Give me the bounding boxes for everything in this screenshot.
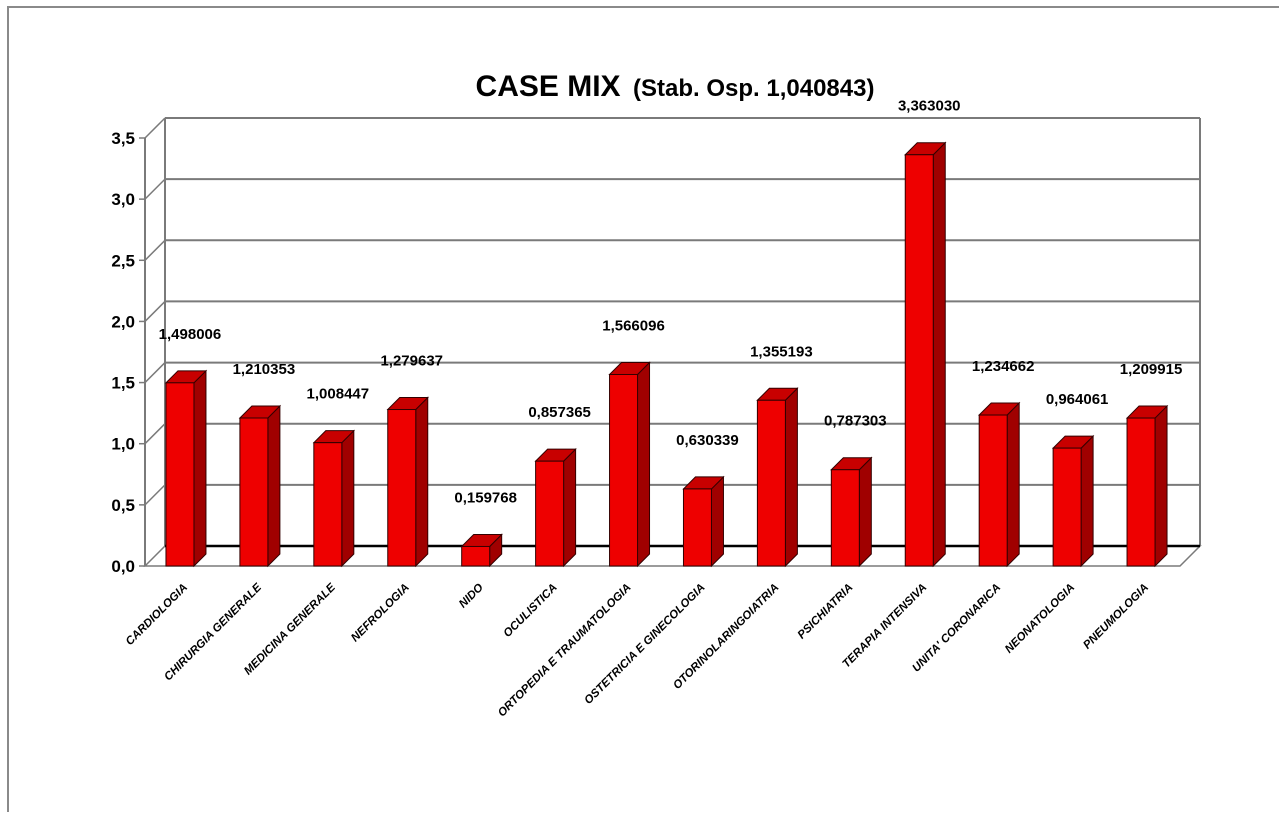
bar-front <box>756 399 786 567</box>
data-label: 1,008447 <box>307 386 370 403</box>
data-label: 1,355193 <box>750 343 813 360</box>
x-tick-label: ORTOPEDIA E TRAUMATOLOGIA <box>496 582 634 720</box>
data-label: 0,857365 <box>528 404 591 421</box>
bars <box>164 141 1169 568</box>
bar-front <box>904 154 934 567</box>
bar-side <box>415 396 429 568</box>
data-label: 1,566096 <box>602 317 665 334</box>
bar <box>830 456 873 568</box>
gridline-side <box>144 484 166 506</box>
x-tick-label: TERAPIA INTENSIVA <box>840 582 929 671</box>
bar-front <box>535 460 565 567</box>
bar-side <box>1080 434 1094 568</box>
y-tick-label: 0,0 <box>111 557 135 576</box>
y-tick-label: 3,0 <box>111 190 135 209</box>
bar <box>756 387 799 568</box>
bar-side <box>858 456 872 568</box>
y-tick-label: 2,0 <box>111 312 135 331</box>
bar-side <box>932 141 946 568</box>
bar-side <box>637 361 651 568</box>
bar-side <box>1006 401 1020 568</box>
bar-front <box>239 417 269 567</box>
data-label: 3,363030 <box>898 98 961 115</box>
data-labels: 1,498006 1,210353 1,008447 1,279637 0,159768… <box>159 98 1183 507</box>
bar-front <box>682 488 712 567</box>
gridline-side <box>144 300 166 322</box>
bar-front <box>978 414 1008 567</box>
bar-side <box>563 447 577 568</box>
bar <box>608 361 651 568</box>
bar <box>904 141 947 568</box>
bar <box>534 447 577 568</box>
gridline-side <box>144 362 166 384</box>
x-tick-label: NEONATOLOGIA <box>1003 582 1077 656</box>
bar-front <box>830 469 860 567</box>
bar <box>164 369 208 568</box>
gridline-side <box>144 117 166 139</box>
grid-lines <box>144 117 1200 506</box>
bar <box>312 429 356 568</box>
y-tick-label: 1,5 <box>111 374 135 393</box>
bar <box>460 533 503 568</box>
y-tick-label: 0,5 <box>111 496 135 515</box>
x-tick-label: OSTETRICIA E GINECOLOGIA <box>582 582 707 707</box>
bar-front <box>609 373 639 567</box>
x-tick-label: NEFROLOGIA <box>349 582 412 645</box>
bar <box>1051 434 1095 568</box>
y-tick-label: 2,5 <box>111 251 135 270</box>
data-label: 0,787303 <box>824 413 887 430</box>
y-axis-ticks: 0,0 0,5 1,0 1,5 2,0 2,5 3,0 3,5 <box>111 129 135 576</box>
bar-front <box>313 442 343 567</box>
bar-side <box>784 387 798 568</box>
bar-side <box>341 429 355 568</box>
bar-front <box>1052 447 1082 567</box>
data-label: 1,210353 <box>233 361 296 378</box>
chart-subtitle: (Stab. Osp. 1,040843) <box>633 75 874 102</box>
data-label: 1,234662 <box>972 358 1035 375</box>
x-tick-label: PNEUMOLOGIA <box>1081 582 1151 652</box>
data-label: 1,279637 <box>380 353 443 370</box>
data-label: 0,159768 <box>454 489 517 506</box>
bar-side <box>267 404 281 568</box>
bar-front <box>165 382 195 567</box>
axes <box>139 118 1202 567</box>
bar-side <box>1154 404 1168 568</box>
x-tick-label: OCULISTICA <box>502 582 560 640</box>
bar-side <box>710 475 724 568</box>
gridline-side <box>144 423 166 445</box>
x-tick-label: NIDO <box>457 582 486 611</box>
y-tick-label: 1,0 <box>111 435 135 454</box>
bar <box>682 475 725 568</box>
bar <box>1125 404 1169 568</box>
chart-floor <box>143 545 1202 567</box>
bar-front <box>1126 417 1156 567</box>
bar-side <box>193 369 207 568</box>
y-tick-label: 3,5 <box>111 129 135 148</box>
bar-front <box>461 545 491 567</box>
data-label: 1,498006 <box>159 326 222 343</box>
x-tick-label: PSICHIATRIA <box>796 582 856 642</box>
bar <box>977 401 1021 568</box>
gridline-side <box>144 178 166 200</box>
bar-front <box>387 409 417 567</box>
bar <box>238 404 282 568</box>
data-label: 0,630339 <box>676 432 739 449</box>
bar <box>386 396 429 568</box>
data-label: 0,964061 <box>1046 391 1109 408</box>
data-label: 1,209915 <box>1120 361 1183 378</box>
chart-title-main: CASE MIX <box>476 70 621 103</box>
x-tick-label: UNITA' CORONARICA <box>910 582 1003 675</box>
gridline-side <box>144 239 166 261</box>
x-tick-label: CARDIOLOGIA <box>124 582 190 648</box>
chart-title: CASE MIX (Stab. Osp. 1,040843) <box>476 70 875 103</box>
